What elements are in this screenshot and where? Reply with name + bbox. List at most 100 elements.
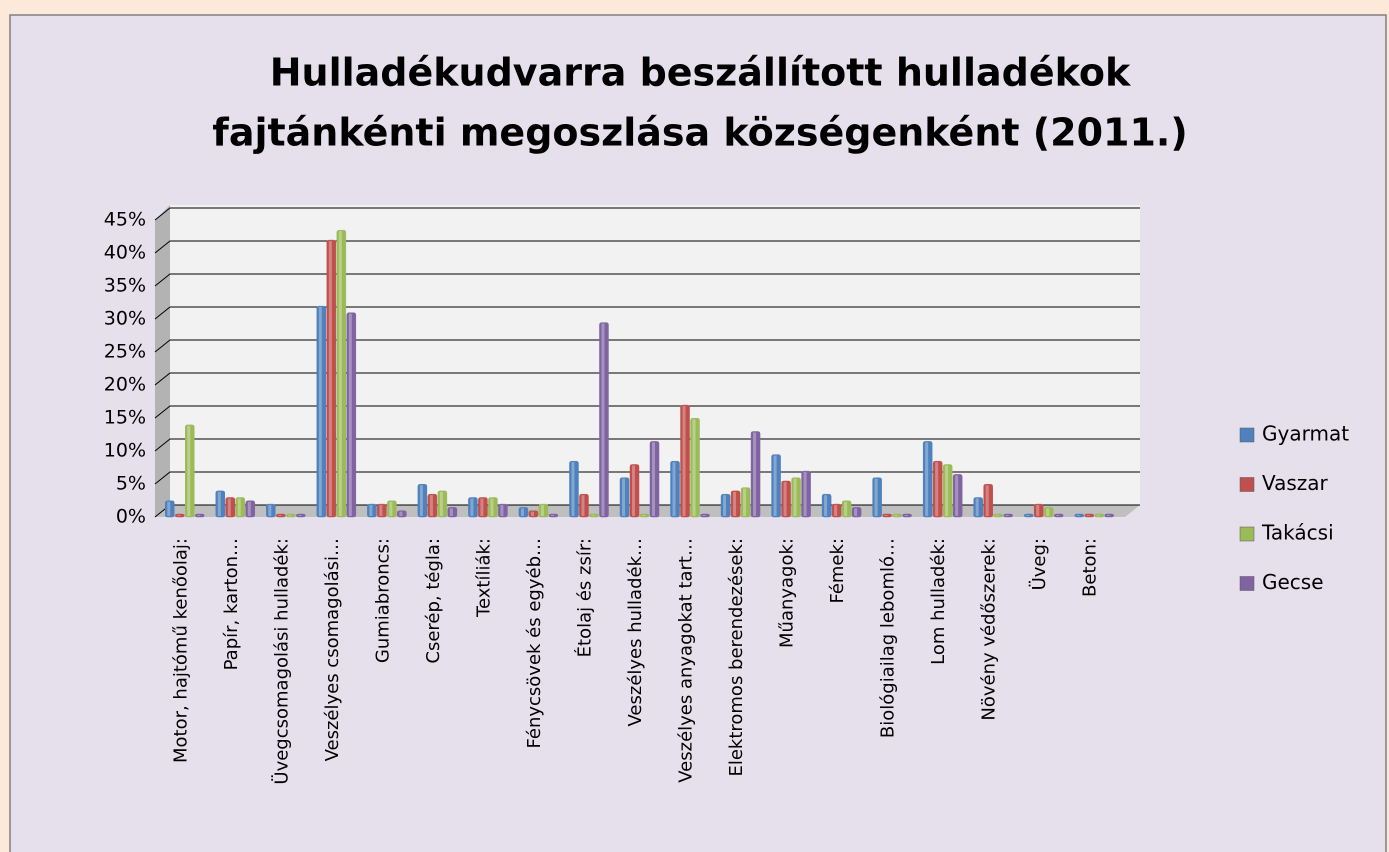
bar-shine [187, 425, 191, 516]
x-tick-label: Fémek: [827, 538, 848, 604]
bar [690, 418, 700, 518]
bar [346, 312, 357, 518]
bar [538, 503, 549, 518]
x-tick-label: Veszélyes anyagokat tart… [676, 538, 697, 783]
grid-line [154, 339, 1140, 353]
bar-shine [945, 465, 949, 516]
bar [973, 497, 983, 518]
bar-shine [1036, 505, 1040, 516]
bar-shine [571, 462, 575, 516]
chart-title: fajtánkénti megoszlása községenként (201… [212, 111, 1187, 155]
bar [245, 500, 256, 518]
bar [1033, 503, 1044, 518]
bar [397, 510, 407, 518]
bar [649, 441, 660, 518]
grid-line [154, 438, 1140, 452]
bar-shine [298, 515, 302, 516]
bar [276, 513, 286, 518]
y-tick-label: 35% [104, 275, 146, 297]
bar-shine [591, 515, 595, 516]
bar-shine [793, 478, 797, 516]
x-tick-label: Fénycsövek és egyéb… [524, 538, 545, 749]
bar [387, 500, 397, 518]
bar [740, 487, 751, 518]
bar-shine [490, 498, 494, 516]
bar [316, 305, 327, 518]
bar [781, 480, 791, 518]
bar [670, 460, 680, 518]
bar-shine [1096, 515, 1100, 516]
bar-shine [389, 501, 393, 516]
bar-shine [642, 515, 645, 516]
bar [579, 493, 589, 518]
bar [468, 497, 478, 518]
bar-shine [520, 508, 524, 516]
bar-shine [1046, 508, 1050, 516]
bar [336, 229, 347, 518]
bar [831, 503, 842, 518]
bar-shine [723, 495, 727, 516]
bar [235, 497, 246, 518]
bar [447, 507, 458, 518]
grid-line [154, 207, 1140, 221]
bar [548, 513, 559, 518]
bar [1094, 513, 1104, 518]
x-tick-label: Gumiabroncs: [372, 538, 393, 663]
bar [215, 490, 226, 518]
bar-shine [884, 515, 888, 516]
bar [165, 500, 175, 518]
bar [629, 464, 640, 518]
bar-shine [803, 472, 807, 516]
bar-shine [935, 462, 939, 516]
x-tick-label: Üveg: [1028, 538, 1050, 590]
bar-shine [227, 498, 231, 516]
bar-shine [692, 419, 696, 516]
bar-shine [682, 406, 686, 516]
x-tick-label: Motor, hajtómű kenőolaj: [170, 538, 191, 763]
bar [498, 503, 508, 518]
bar-shine [581, 495, 585, 516]
bar-shine [672, 462, 676, 516]
bar [599, 322, 609, 518]
bar [700, 513, 710, 518]
bar-shine [985, 485, 989, 516]
bar [942, 464, 953, 518]
bar [902, 513, 912, 518]
y-tick-label: 45% [104, 209, 146, 231]
bar-shine [268, 505, 272, 516]
bar-shine [1086, 515, 1090, 516]
bar [882, 513, 892, 518]
x-tick-label: Növény védőszerek: [979, 538, 1000, 721]
x-tick-label: Elektromos berendezések: [726, 538, 747, 777]
bar [639, 513, 650, 518]
bar [437, 490, 448, 518]
legend-label: Vaszar [1262, 471, 1329, 495]
bar-shine [217, 491, 221, 516]
y-tick-label: 15% [104, 407, 146, 429]
bar [185, 424, 195, 518]
bar [720, 493, 731, 518]
bar-shine [369, 505, 373, 516]
bar-shine [652, 442, 655, 516]
bar-shine [348, 313, 352, 516]
bar [1053, 513, 1064, 518]
bar-shine [540, 505, 544, 516]
bar-shine [429, 495, 433, 516]
chart-title: Hulladékudvarra beszállított hulladékok [270, 51, 1131, 95]
bar [589, 513, 599, 518]
x-tick-label: Üvegcsomagolási hulladék: [270, 538, 292, 785]
x-tick-label: Cserép, tégla: [423, 538, 444, 664]
bar [518, 507, 529, 518]
bar-shine [904, 515, 908, 516]
bar [993, 513, 1003, 518]
x-tick-label: Textíliák: [473, 538, 494, 618]
bar [417, 484, 428, 518]
bar [296, 513, 306, 518]
x-tick-label: Papír, karton… [221, 538, 242, 670]
bar-shine [844, 501, 848, 516]
grid-line [154, 405, 1140, 419]
bar-shine [733, 491, 737, 516]
bar-shine [379, 505, 383, 516]
bar [286, 513, 296, 518]
bar [791, 477, 801, 518]
